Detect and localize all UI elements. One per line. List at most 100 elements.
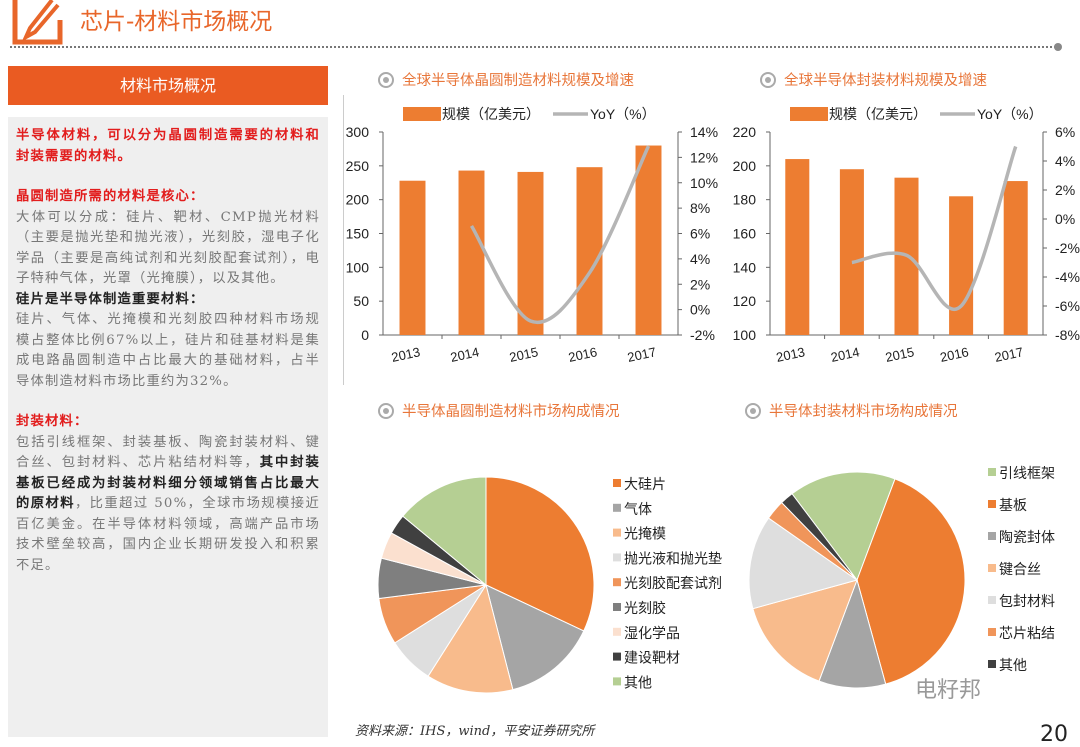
- chart1-bar: [576, 167, 603, 335]
- chart4-slice: [748, 517, 859, 610]
- silicon-text: 硅片、气体、光掩模和光刻胶四种材料市场规模占整体比例67%以上，硅片和硅基材料是…: [16, 312, 320, 389]
- chart1-xtick: 2015: [508, 344, 539, 365]
- chart4-legend-label: 芯片粘结: [999, 625, 1055, 641]
- chart1-ytick: 250: [346, 158, 370, 174]
- chart2-ytick: 120: [733, 293, 757, 309]
- package-text-a: 包括引线框架、封装基板、陶瓷封装材料、键合丝、包封材料、芯片粘结材料等，: [16, 434, 320, 471]
- chart2-y2tick: 4%: [1055, 153, 1075, 169]
- chart3-legend-label: 光刻胶: [624, 600, 666, 616]
- watermark: 电籽邦: [915, 678, 982, 703]
- chart2-xtick: 2017: [993, 344, 1024, 365]
- chart1-ytick: 0: [361, 327, 369, 343]
- chart4-title: 半导体封装材料市场构成情况: [745, 400, 958, 421]
- chart2-legend-line: YoY（%）: [977, 106, 1043, 122]
- text-panel: 半导体材料，可以分为晶圆制造需要的材料和封装需要的材料。 晶圆制造所需的材料是核…: [8, 117, 328, 737]
- chart1-y2tick: 4%: [690, 251, 710, 267]
- chart2-legend-bars: 规模（亿美元）: [829, 106, 927, 122]
- chart2-xtick: 2014: [829, 344, 860, 365]
- chart3-legend-swatch: [613, 528, 621, 537]
- chart1-title-text: 全球半导体晶圆制造材料规模及增速: [402, 73, 634, 89]
- chart2-ytick: 140: [733, 259, 757, 275]
- package-text-c: ，比重超过 50%，全球市场规模接近百亿美金。在半导体材料领域，高端产品市场技术…: [16, 496, 320, 573]
- radio-bullet-icon: [378, 72, 394, 88]
- wafer-text: 大体可以分成：硅片、靶材、CMP抛光材料（主要是抛光垫和抛光液），光刻胶，湿电子…: [16, 209, 320, 287]
- chart4-legend-label: 引线框架: [999, 465, 1055, 481]
- source-note: 资料来源：IHS，wind，平安证券研究所: [355, 724, 595, 739]
- chart4-legend-swatch: [988, 468, 996, 476]
- chart2-xtick: 2015: [884, 344, 915, 365]
- chart3-title-text: 半导体晶圆制造材料市场构成情况: [402, 404, 620, 420]
- chart2-y2tick: 6%: [1055, 124, 1075, 140]
- chart2-bar: [839, 169, 864, 335]
- silicon-heading: 硅片是半导体制造重要材料：: [16, 291, 205, 307]
- chart4-slice: [791, 471, 896, 582]
- chart1-ytick: 300: [346, 124, 370, 140]
- chart3-legend-swatch: [613, 578, 621, 587]
- chart2-bar: [949, 196, 974, 335]
- pencil-edit-icon: [12, 0, 63, 45]
- chart2-legend-swatch-bars: [790, 107, 828, 121]
- chart4-legend-swatch: [988, 564, 996, 572]
- chart3-legend-label: 抛光液和抛光垫: [624, 550, 722, 566]
- page-title: 芯片-材料市场概况: [80, 9, 273, 35]
- chart3-legend-label: 其他: [624, 674, 652, 690]
- chart2-xtick: 2013: [775, 344, 806, 365]
- chart1-ytick: 50: [353, 293, 369, 309]
- section-title: 材料市场概况: [8, 66, 328, 105]
- chart2-y2tick: 0%: [1055, 211, 1075, 227]
- chart1-ytick: 100: [346, 259, 370, 275]
- chart1-title: 全球半导体晶圆制造材料规模及增速: [378, 69, 634, 90]
- chart4-legend-label: 其他: [999, 657, 1027, 673]
- chart1-y2tick: 0%: [690, 302, 710, 318]
- chart3-legend-swatch: [613, 553, 621, 562]
- chart2-y2tick: -4%: [1055, 269, 1080, 285]
- chart1-ytick: 150: [346, 226, 370, 242]
- chart3-legend-swatch: [613, 503, 621, 512]
- chart4-legend-swatch: [988, 500, 996, 508]
- package-text: 包括引线框架、封装基板、陶瓷封装材料、键合丝、包封材料、芯片粘结材料等，其中封装…: [8, 433, 328, 577]
- chart1-ytick: 200: [346, 192, 370, 208]
- package-text-bold: 其中封装基板已经成为封装材料细分领域销售占比最大的原材料: [16, 455, 320, 511]
- chart4-legend-label: 包封材料: [999, 593, 1055, 609]
- chart2-ytick: 100: [733, 327, 757, 343]
- chart3-slice: [485, 476, 595, 632]
- chart1-y2tick: -2%: [690, 327, 715, 343]
- chart1-legend-swatch-bars: [403, 107, 441, 121]
- chart2-ytick: 160: [733, 226, 757, 242]
- intro-text: 半导体材料，可以分为晶圆制造需要的材料和封装需要的材料。: [16, 128, 320, 164]
- chart1-legend-bars: 规模（亿美元）: [442, 106, 540, 122]
- chart1-bar: [517, 171, 544, 335]
- chart1-xtick: 2017: [626, 344, 657, 365]
- chart1-legend-line: YoY（%）: [590, 106, 656, 122]
- radio-bullet-icon: [745, 403, 761, 419]
- chart2-ytick: 220: [733, 124, 757, 140]
- chart4-legend-swatch: [988, 532, 996, 540]
- chart3-slice: [427, 583, 514, 694]
- chart1-bar: [399, 180, 426, 335]
- divider: [10, 46, 1056, 48]
- chart3-title: 半导体晶圆制造材料市场构成情况: [378, 400, 620, 421]
- chart1-bar: [458, 170, 485, 335]
- chart1-xtick: 2014: [449, 344, 480, 365]
- chart2-y2tick: -6%: [1055, 298, 1080, 314]
- chart3-slice: [485, 584, 585, 691]
- chart2-bar: [1003, 181, 1028, 335]
- chart3-legend-label: 光掩模: [624, 526, 666, 542]
- chart1-xtick: 2016: [567, 344, 598, 365]
- chart2-y2tick: 2%: [1055, 182, 1075, 198]
- chart3-legend-label: 建设靶材: [624, 650, 680, 666]
- chart2-bar: [785, 159, 810, 335]
- chart2-ytick: 180: [733, 192, 757, 208]
- chart3-slice: [402, 476, 487, 587]
- chart1-y2tick: 8%: [690, 200, 710, 216]
- chart4-legend-swatch: [988, 596, 996, 604]
- chart3-legend-label: 气体: [624, 501, 652, 517]
- chart1-y2tick: 12%: [690, 149, 718, 165]
- chart1-y2tick: 2%: [690, 276, 710, 292]
- divider-end-dot: [1054, 43, 1062, 51]
- chart3-legend-swatch: [613, 603, 621, 611]
- chart2-y2tick: -2%: [1055, 240, 1080, 256]
- chart1-y2tick: 14%: [690, 124, 718, 140]
- chart3-legend-label: 大硅片: [624, 476, 666, 492]
